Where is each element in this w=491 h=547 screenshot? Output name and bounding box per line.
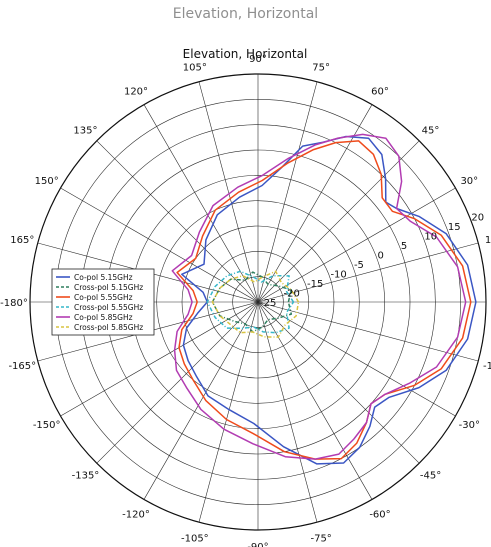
angular-gridline — [257, 301, 373, 500]
legend-label: Cross-pol 5.85GHz — [74, 323, 143, 332]
radial-tick-label: 10 — [424, 232, 437, 243]
angle-tick-label: 15° — [485, 235, 491, 246]
angle-tick-label: 45° — [422, 125, 440, 136]
angular-gridline — [198, 301, 259, 523]
angle-tick-label: -180° — [0, 298, 28, 309]
angular-gridline — [257, 242, 479, 303]
radial-tick-label: 20 — [471, 213, 484, 224]
angle-tick-label: 165° — [10, 235, 34, 246]
angle-tick-label: -90° — [247, 542, 268, 547]
angle-tick-labels: 0°15°30°45°60°75°90°105°120°135°150°165°… — [0, 54, 491, 547]
series-line — [171, 133, 467, 460]
angle-tick-label: -105° — [181, 534, 209, 545]
angular-gridline — [257, 140, 420, 303]
angular-gridline — [257, 301, 479, 362]
angle-tick-label: -15° — [483, 361, 491, 372]
series-line — [206, 270, 295, 334]
angle-tick-label: -165° — [8, 361, 36, 372]
radial-tick-label: -20 — [283, 289, 299, 300]
angle-tick-label: 30° — [460, 176, 478, 187]
radial-tick-label: -5 — [354, 260, 364, 271]
angle-tick-label: -45° — [420, 471, 441, 482]
angle-tick-label: -150° — [33, 420, 61, 431]
angular-gridline — [96, 301, 259, 464]
chart-title: Elevation, Horizontal — [183, 47, 308, 61]
series-lines — [171, 133, 477, 465]
legend-label: Co-pol 5.55GHz — [74, 293, 133, 302]
angular-gridline — [198, 81, 259, 303]
angle-tick-label: 105° — [183, 62, 207, 73]
angle-tick-label: -30° — [459, 420, 480, 431]
page-caption: Elevation, Horizontal — [172, 6, 319, 22]
angle-tick-label: 90° — [249, 54, 267, 65]
legend-label: Cross-pol 5.15GHz — [74, 283, 143, 292]
angular-gridline — [60, 187, 259, 303]
radial-tick-label: -15 — [307, 279, 323, 290]
legend-box — [51, 268, 155, 336]
angle-tick-label: 135° — [73, 125, 97, 136]
legend-label: Co-pol 5.85GHz — [74, 313, 133, 322]
angular-gridline — [257, 301, 318, 523]
angular-gridline — [257, 187, 456, 303]
angle-tick-label: 60° — [371, 87, 389, 98]
angular-gridline — [257, 81, 318, 303]
angle-tick-label: -60° — [369, 509, 390, 520]
angle-tick-label: -135° — [72, 471, 100, 482]
radial-tick-label: 0 — [377, 251, 383, 262]
radial-tick-labels: -25 -20 -15 -10 -5 0 5 10 15 20 — [260, 213, 484, 309]
legend-label: Cross-pol 5.55GHz — [74, 303, 143, 312]
radial-tick-label: -25 — [260, 298, 276, 309]
angle-tick-label: 75° — [312, 62, 330, 73]
angular-gridline — [143, 301, 259, 500]
legend-label: Co-pol 5.15GHz — [74, 273, 133, 282]
angle-tick-label: 150° — [35, 176, 59, 187]
angular-gridline — [143, 104, 259, 303]
angle-tick-label: -120° — [122, 509, 150, 520]
angular-gridline — [257, 301, 420, 464]
series-line — [181, 135, 477, 465]
series-line — [211, 270, 300, 338]
angular-gridline — [257, 301, 456, 417]
radial-tick-label: 5 — [401, 241, 407, 252]
series-line — [176, 140, 472, 460]
angle-tick-label: 120° — [124, 87, 148, 98]
radial-tick-label: -10 — [330, 270, 346, 281]
angle-tick-label: -75° — [310, 534, 331, 545]
radial-tick-label: 15 — [448, 222, 461, 233]
